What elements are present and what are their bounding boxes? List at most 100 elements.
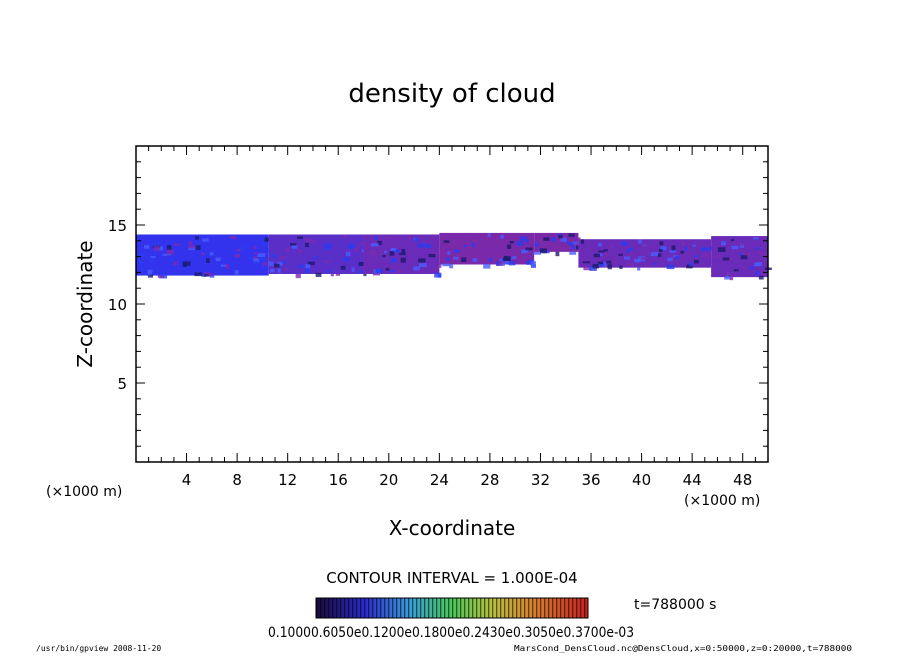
cloud-texture-cell (254, 252, 259, 255)
cloud-texture-cell (234, 270, 239, 275)
cloud-texture-cell (371, 243, 379, 247)
cloud-texture-cell (335, 273, 340, 276)
cloud-texture-cell (500, 234, 504, 239)
cloud-texture-cell (152, 242, 161, 246)
cloud-texture-cell (347, 244, 355, 249)
cloud-texture-cell (555, 251, 560, 257)
cloud-texture-cell (519, 236, 528, 241)
cloud-texture-cell (530, 261, 537, 266)
cloud-texture-cell (626, 263, 635, 267)
cloud-texture-cell (689, 262, 693, 267)
cloud-texture-cell (681, 241, 685, 246)
cloud-texture-cell (374, 235, 378, 241)
cloud-texture-cell (626, 250, 630, 254)
cloud-texture-cell (622, 241, 628, 247)
cloud-texture-cell (534, 242, 540, 247)
cloud-texture-cell (638, 239, 642, 244)
cloud-texture-cell (725, 272, 733, 276)
cloud-texture-cell (389, 269, 396, 273)
cloud-texture-cell (738, 252, 743, 256)
cloud-texture-cell (230, 236, 237, 240)
x-axis-label: X-coordinate (389, 516, 516, 540)
cloud-texture-cell (215, 257, 221, 262)
cloud-texture-cell (206, 258, 210, 263)
cloud-texture-cell (627, 252, 633, 257)
cloud-texture-cell (157, 275, 164, 278)
cloud-texture-cell (686, 266, 693, 269)
x-tick-label: 24 (430, 471, 449, 489)
cloud-texture-cell (307, 261, 315, 266)
cloud-texture-cell (760, 253, 767, 256)
cloud-texture-cell (603, 249, 608, 252)
cloud-texture-cell (567, 242, 574, 246)
cloud-texture-cell (740, 255, 748, 260)
cloud-texture-cell (372, 273, 380, 276)
cloud-texture-cell (345, 251, 351, 257)
cloud-texture-cell (351, 267, 355, 272)
cloud-texture-cell (282, 260, 287, 264)
cloud-texture-cell (201, 273, 206, 277)
colorbar-tick-labels: 0.10000.6050e0.1200e0.1800e0.2430e0.3050… (268, 625, 634, 641)
cloud-texture-cell (575, 237, 581, 242)
cloud-texture-cell (284, 268, 289, 271)
cloud-texture-cell (424, 243, 432, 248)
cloud-texture-cell (162, 253, 168, 256)
cloud-texture-cell (236, 248, 241, 252)
cloud-texture-cell (375, 268, 383, 273)
cloud-texture-cell (569, 251, 577, 255)
cloud-texture-cell (449, 263, 454, 269)
cloud-texture-cell (700, 247, 709, 252)
cloud-texture-cell (324, 247, 330, 251)
cloud-texture-cell (634, 258, 641, 263)
cloud-texture-cell (571, 246, 575, 250)
cloud-texture-cell (209, 252, 214, 256)
cloud-texture-cell (187, 244, 195, 249)
cloud-texture-cell (488, 257, 493, 263)
cloud-texture-cell (149, 258, 155, 263)
cloud-texture-cell (729, 275, 734, 281)
cloud-texture-cell (525, 247, 533, 251)
cloud-texture-cell (733, 269, 739, 272)
cloud-texture-cell (166, 241, 171, 244)
cloud-texture-cell (442, 263, 450, 267)
cloud-texture-cell (505, 253, 513, 258)
cloud-texture-cell (598, 253, 603, 257)
cloud-texture-cell (749, 266, 755, 270)
cloud-texture-cell (305, 238, 312, 243)
y-axis-label: Z-coordinate (73, 240, 97, 367)
cloud-texture-cell (580, 239, 585, 244)
cloud-texture-cell (390, 247, 397, 253)
cloud-texture-cell (607, 264, 612, 270)
cloud-texture-cell (490, 247, 498, 251)
cloud-texture-cell (599, 263, 605, 267)
cloud-texture-cell (610, 244, 615, 248)
cloud-texture-cell (169, 259, 175, 263)
cloud-texture-cell (721, 241, 726, 246)
cloud-texture-cell (378, 249, 383, 253)
cloud-texture-cell (693, 255, 699, 258)
cloud-texture-cell (557, 233, 562, 236)
cloud-texture-cell (583, 266, 592, 271)
cloud-texture-cell (509, 241, 514, 244)
cloud-texture-cell (523, 243, 530, 248)
cloud-texture-cell (472, 258, 478, 262)
cloud-texture-cell (240, 246, 246, 251)
cloud-texture-cell (653, 262, 658, 265)
y-tick-label: 5 (117, 375, 127, 393)
cloud-texture-cell (717, 247, 726, 252)
cloud-texture-cell (399, 252, 406, 256)
cloud-texture-cell (278, 256, 286, 259)
cloud-texture-cell (438, 263, 442, 268)
cloud-texture-cell (144, 245, 150, 249)
footer-right: MarsCond_DensCloud.nc@DensCloud,x=0:5000… (514, 644, 852, 653)
cloud-texture-cell (452, 240, 458, 243)
contour-interval-label: CONTOUR INTERVAL = 1.000E-04 (326, 569, 577, 587)
cloud-texture-cell (247, 257, 253, 260)
cloud-texture-cell (702, 253, 709, 258)
cloud-texture-cell (726, 258, 733, 262)
cloud-texture-cell (268, 261, 274, 266)
footer-left: /usr/bin/gpview 2008-11-20 (36, 644, 161, 653)
cloud-texture-cell (285, 247, 290, 252)
cloud-texture-cell (724, 276, 731, 280)
